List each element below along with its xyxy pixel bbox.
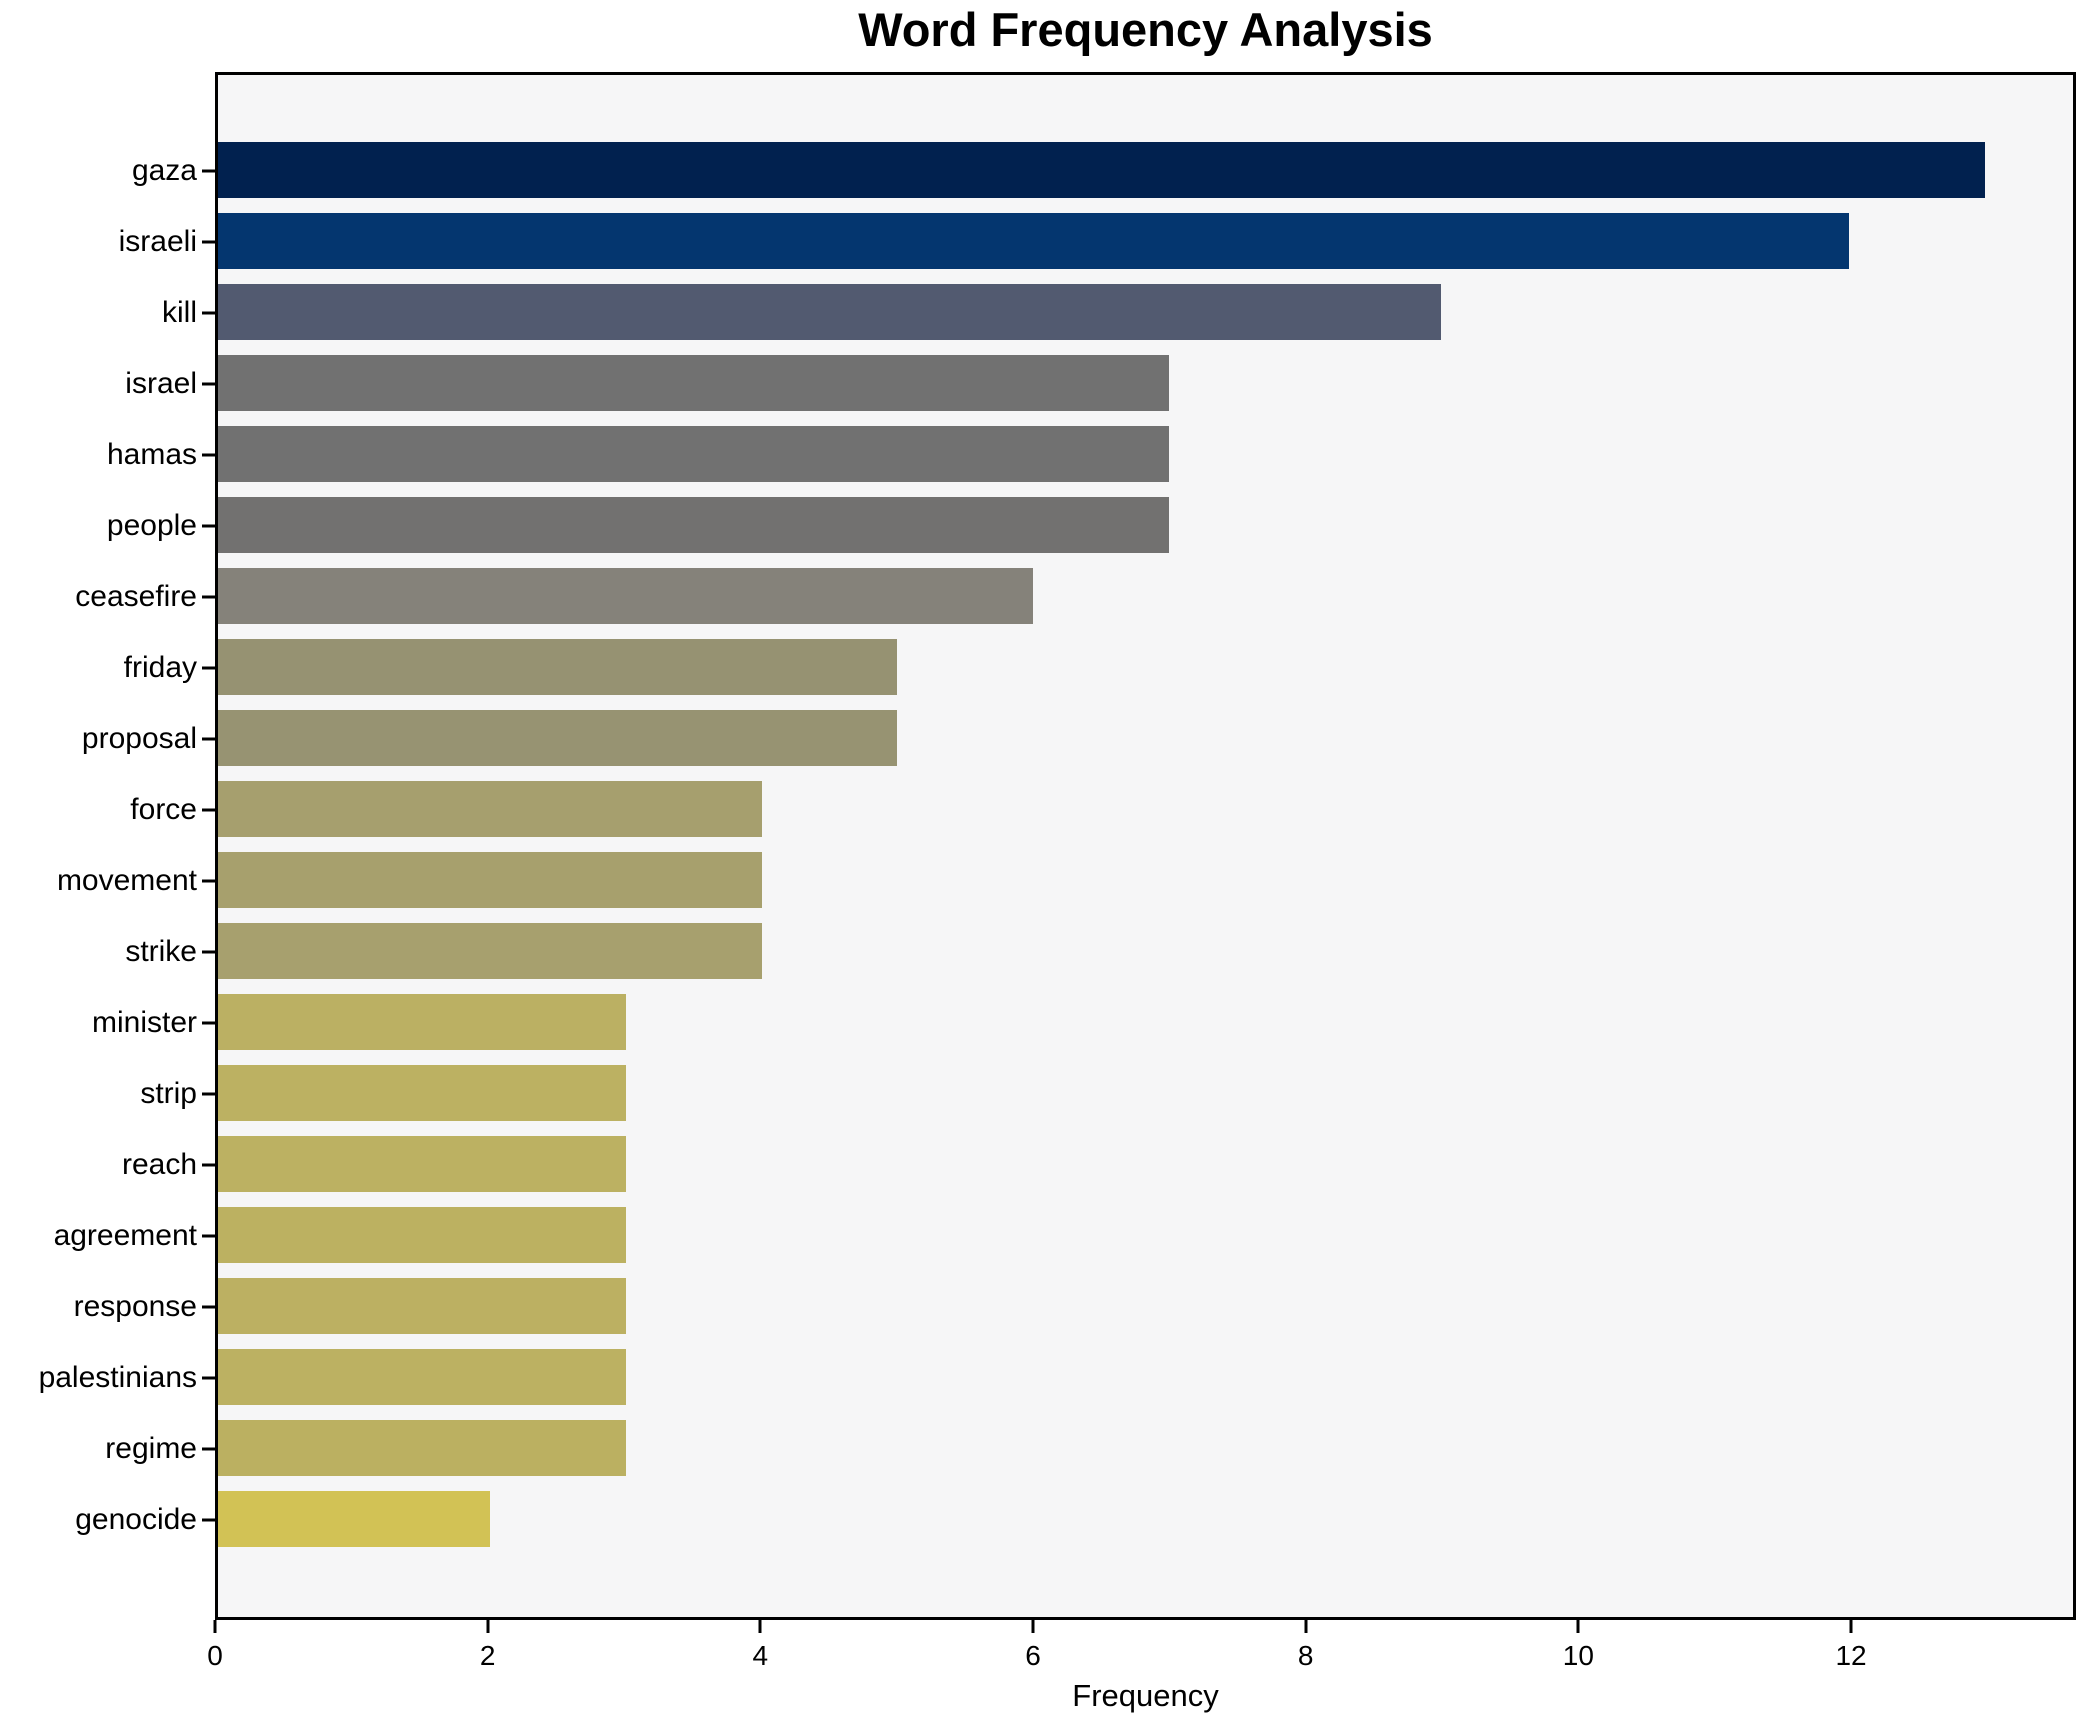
x-tick-mark [486,1620,490,1633]
bar-row [218,1200,2073,1271]
frequency-bar-hamas [218,426,1170,482]
x-tick-label: 2 [479,1640,496,1671]
bar-row [218,135,2073,206]
bar-row [218,1058,2073,1129]
y-tick-mark [202,1305,215,1308]
y-tick-mark [202,1163,215,1166]
frequency-bar-gaza [218,142,1985,198]
y-tick-mark [202,453,215,456]
y-tick-label: response [73,1289,197,1323]
y-tick-label: friday [123,650,197,684]
y-tick-label: minister [91,1005,197,1039]
y-tick-mark [202,524,215,527]
y-tick-mark [202,737,215,740]
y-tick-label: regime [105,1431,197,1465]
frequency-bar-genocide [218,1491,490,1547]
x-tick-mark [1304,1620,1308,1633]
y-tick-mark [202,1021,215,1024]
frequency-bar-friday [218,639,898,695]
y-tick-mark [202,240,215,243]
frequency-bar-force [218,781,762,837]
x-axis-label: Frequency [1072,1678,1219,1713]
y-tick-label: force [130,792,197,826]
y-tick-mark [202,382,215,385]
frequency-bar-reach [218,1136,626,1192]
bar-row [218,348,2073,419]
frequency-bar-israeli [218,213,1849,269]
x-tick-label: 8 [1297,1640,1314,1671]
x-tick-mark [1576,1620,1580,1633]
y-tick-mark [202,1234,215,1237]
x-tick-label: 4 [752,1640,769,1671]
y-tick-label: israeli [118,224,197,258]
bar-row [218,1342,2073,1413]
bar-row [218,419,2073,490]
y-tick-label: strip [140,1076,197,1110]
frequency-bar-regime [218,1420,626,1476]
frequency-bar-israel [218,355,1170,411]
bar-row [218,774,2073,845]
x-tick-mark [758,1620,762,1633]
frequency-bar-people [218,497,1170,553]
y-tick-label: reach [121,1147,197,1181]
y-tick-label: palestinians [38,1360,197,1394]
frequency-bar-strip [218,1065,626,1121]
frequency-bar-kill [218,284,1442,340]
x-tick-label: 10 [1562,1640,1594,1671]
x-tick-mark [213,1620,217,1633]
y-tick-label: people [106,508,197,542]
bar-row [218,1271,2073,1342]
frequency-bar-strike [218,923,762,979]
bar-row [218,703,2073,774]
x-tick-label: 6 [1025,1640,1041,1671]
bar-row [218,845,2073,916]
y-tick-label: strike [125,934,197,968]
frequency-bar-minister [218,994,626,1050]
frequency-bar-ceasefire [218,568,1034,624]
y-tick-mark [202,666,215,669]
frequency-bar-palestinians [218,1349,626,1405]
bar-row [218,490,2073,561]
frequency-bar-proposal [218,710,898,766]
x-tick-label: 0 [207,1640,223,1671]
y-tick-mark [202,1447,215,1450]
bar-row [218,987,2073,1058]
frequency-bar-agreement [218,1207,626,1263]
bar-row [218,1413,2073,1484]
y-tick-mark [202,950,215,953]
chart-title: Word Frequency Analysis [858,3,1433,56]
bar-row [218,1129,2073,1200]
bar-row [218,561,2073,632]
y-tick-mark [202,1376,215,1379]
x-tick-mark [1031,1620,1035,1633]
bar-row [218,1484,2073,1555]
y-tick-mark [202,595,215,598]
y-tick-mark [202,169,215,172]
bar-row [218,632,2073,703]
y-tick-mark [202,1092,215,1095]
bar-row [218,277,2073,348]
bar-row [218,206,2073,277]
y-tick-label: ceasefire [75,579,197,613]
y-tick-mark [202,311,215,314]
y-tick-mark [202,808,215,811]
frequency-bar-response [218,1278,626,1334]
y-tick-label: kill [162,295,197,329]
y-tick-label: israel [125,366,197,400]
y-tick-mark [202,879,215,882]
frequency-bar-movement [218,852,762,908]
x-tick-label: 12 [1835,1640,1867,1671]
x-tick-mark [1849,1620,1853,1633]
y-tick-label: gaza [131,153,197,187]
plot-area [215,72,2076,1620]
y-tick-mark [202,1518,215,1521]
y-tick-label: agreement [53,1218,197,1252]
y-tick-label: genocide [75,1502,197,1536]
y-tick-label: hamas [106,437,197,471]
y-tick-label: proposal [81,721,197,755]
bar-row [218,916,2073,987]
y-tick-label: movement [56,863,197,897]
